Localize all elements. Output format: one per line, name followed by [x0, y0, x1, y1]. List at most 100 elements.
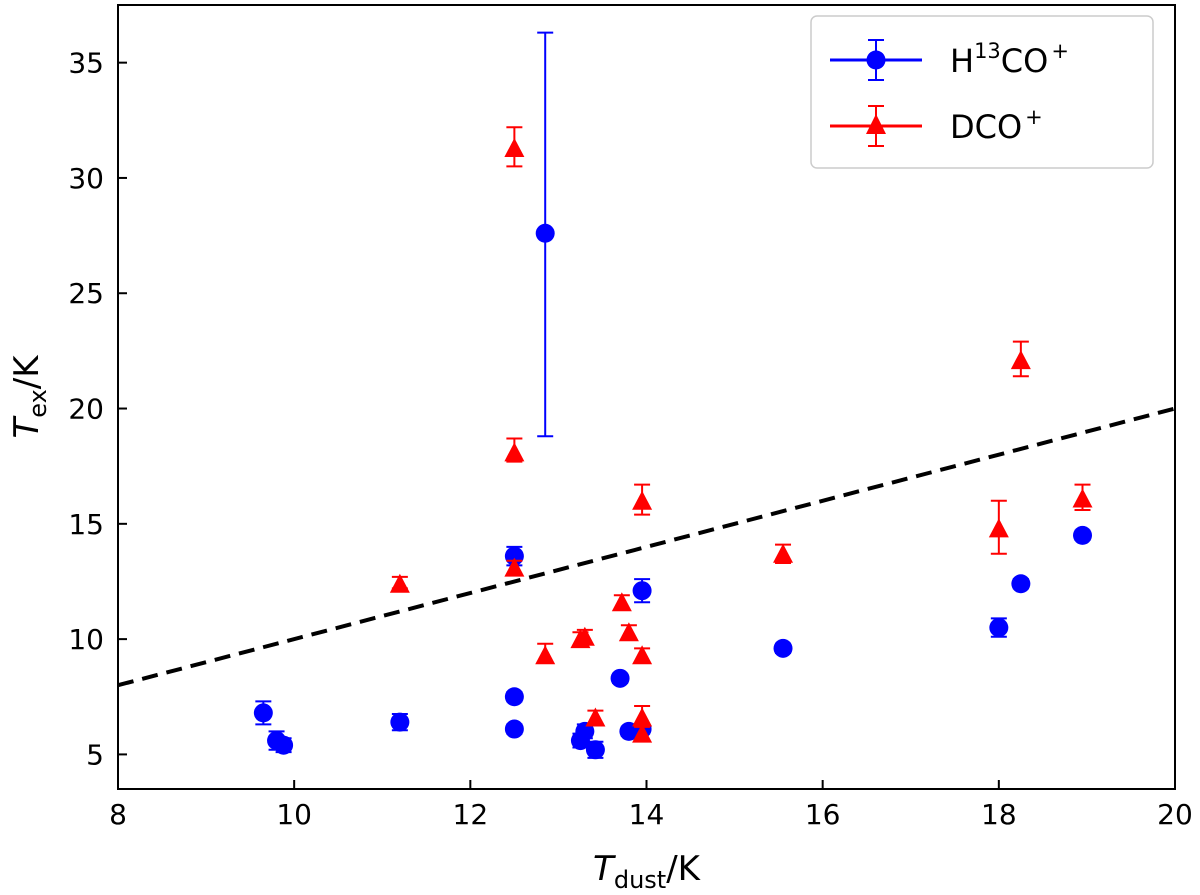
y-axis-label-sub: ex — [24, 389, 52, 418]
series-triangle — [389, 126, 1093, 743]
reference-line-layer — [117, 406, 1176, 688]
marker-triangle — [773, 543, 794, 563]
x-axis-label-main: T — [593, 849, 616, 889]
x-axis-label-unit: /K — [666, 849, 701, 889]
y-tick-label-4: 25 — [68, 277, 104, 310]
marker-triangle — [535, 645, 556, 665]
marker-triangle — [504, 557, 525, 577]
legend-h13co-label: H13CO + — [950, 39, 1069, 80]
legend-h13co-base: H — [950, 42, 974, 80]
data-point-1-14 — [773, 543, 794, 565]
marker-triangle — [618, 622, 639, 642]
marker-circle — [535, 223, 555, 243]
data-point-1-13 — [632, 723, 653, 743]
marker-triangle — [632, 490, 653, 510]
x-tick-label-4: 16 — [805, 798, 841, 831]
marker-circle — [253, 703, 273, 723]
marker-circle — [773, 638, 793, 658]
data-point-1-3 — [504, 557, 525, 577]
data-point-1-12 — [632, 704, 653, 728]
y-tick-label-1: 10 — [68, 623, 104, 656]
y-tick-label-0: 5 — [86, 738, 104, 771]
legend-dco-label: DCO + — [950, 105, 1043, 146]
data-point-1-11 — [632, 645, 653, 665]
data-point-0-0 — [253, 700, 273, 726]
data-point-0-18 — [1073, 525, 1093, 545]
data-point-0-13 — [632, 578, 652, 604]
y-tick-label-2: 15 — [68, 508, 104, 541]
data-point-1-4 — [535, 642, 556, 665]
x-tick-label-6: 20 — [1157, 798, 1193, 831]
legend-dco-base: DCO — [950, 108, 1022, 146]
data-point-1-7 — [585, 707, 606, 727]
y-tick-label-6: 35 — [68, 47, 104, 80]
data-point-1-1 — [504, 126, 525, 168]
legend-dco-marker — [866, 114, 886, 134]
legend-dco-sup2: + — [1025, 105, 1043, 129]
data-point-1-0 — [389, 573, 410, 593]
legend-box — [810, 15, 1154, 169]
data-point-1-9 — [618, 622, 639, 642]
series-layer — [253, 31, 1093, 760]
marker-triangle — [988, 518, 1009, 538]
y-axis-label-unit: /K — [7, 354, 47, 389]
data-point-0-2 — [274, 735, 294, 755]
marker-triangle — [1010, 350, 1031, 370]
legend-entry-dco: DCO + — [830, 105, 1043, 147]
marker-triangle — [389, 573, 410, 593]
marker-circle — [610, 668, 630, 688]
marker-circle — [632, 581, 652, 601]
data-point-1-2 — [504, 437, 525, 463]
x-axis-label: Tdust/K — [593, 849, 702, 894]
marker-circle — [585, 740, 605, 760]
y-axis-label-main: T — [7, 416, 47, 439]
x-axis-label-sub: dust — [614, 866, 666, 894]
marker-triangle — [504, 137, 525, 157]
marker-circle — [504, 719, 524, 739]
legend-h13co-mid: CO — [1001, 42, 1049, 80]
marker-triangle — [585, 707, 606, 727]
data-point-1-15 — [988, 499, 1009, 555]
data-point-0-3 — [390, 712, 410, 732]
data-point-0-15 — [773, 638, 793, 658]
data-point-1-17 — [1072, 483, 1093, 511]
marker-circle — [504, 687, 524, 707]
x-tick-label-0: 8 — [109, 798, 127, 831]
y-tick-label-5: 30 — [68, 162, 104, 195]
data-point-1-16 — [1010, 340, 1031, 378]
y-axis-label: Tex/K — [7, 354, 52, 439]
data-point-0-5 — [504, 687, 524, 707]
marker-circle — [989, 618, 1009, 638]
marker-circle — [390, 712, 410, 732]
data-point-0-10 — [585, 740, 605, 760]
marker-circle — [575, 721, 595, 741]
marker-triangle — [632, 645, 653, 665]
legend-h13co-marker — [866, 50, 886, 70]
marker-circle — [1011, 574, 1031, 594]
x-tick-label-1: 10 — [276, 798, 312, 831]
marker-circle — [1073, 525, 1093, 545]
legend: H13CO + DCO + — [810, 15, 1154, 169]
legend-entry-h13co: H13CO + — [830, 39, 1069, 81]
data-point-1-6 — [574, 626, 595, 646]
legend-h13co-sup1: 13 — [974, 39, 1001, 63]
x-tick-label-2: 12 — [453, 798, 489, 831]
data-point-0-6 — [504, 719, 524, 739]
marker-circle — [274, 735, 294, 755]
data-point-0-11 — [610, 668, 630, 688]
marker-triangle — [504, 442, 525, 462]
tick-layer: 8 10 12 14 16 18 20 5 10 15 20 25 30 35 — [68, 47, 1192, 831]
marker-triangle — [632, 723, 653, 743]
data-point-0-7 — [535, 31, 555, 438]
data-point-0-16 — [989, 617, 1009, 638]
data-point-0-9 — [575, 721, 595, 741]
data-point-1-10 — [632, 483, 653, 516]
reference-line-dashed — [117, 406, 1176, 688]
marker-triangle — [611, 592, 632, 612]
data-point-0-17 — [1011, 574, 1031, 594]
marker-triangle — [632, 707, 653, 727]
y-tick-label-3: 20 — [68, 393, 104, 426]
x-tick-label-3: 14 — [629, 798, 665, 831]
marker-triangle — [574, 626, 595, 646]
